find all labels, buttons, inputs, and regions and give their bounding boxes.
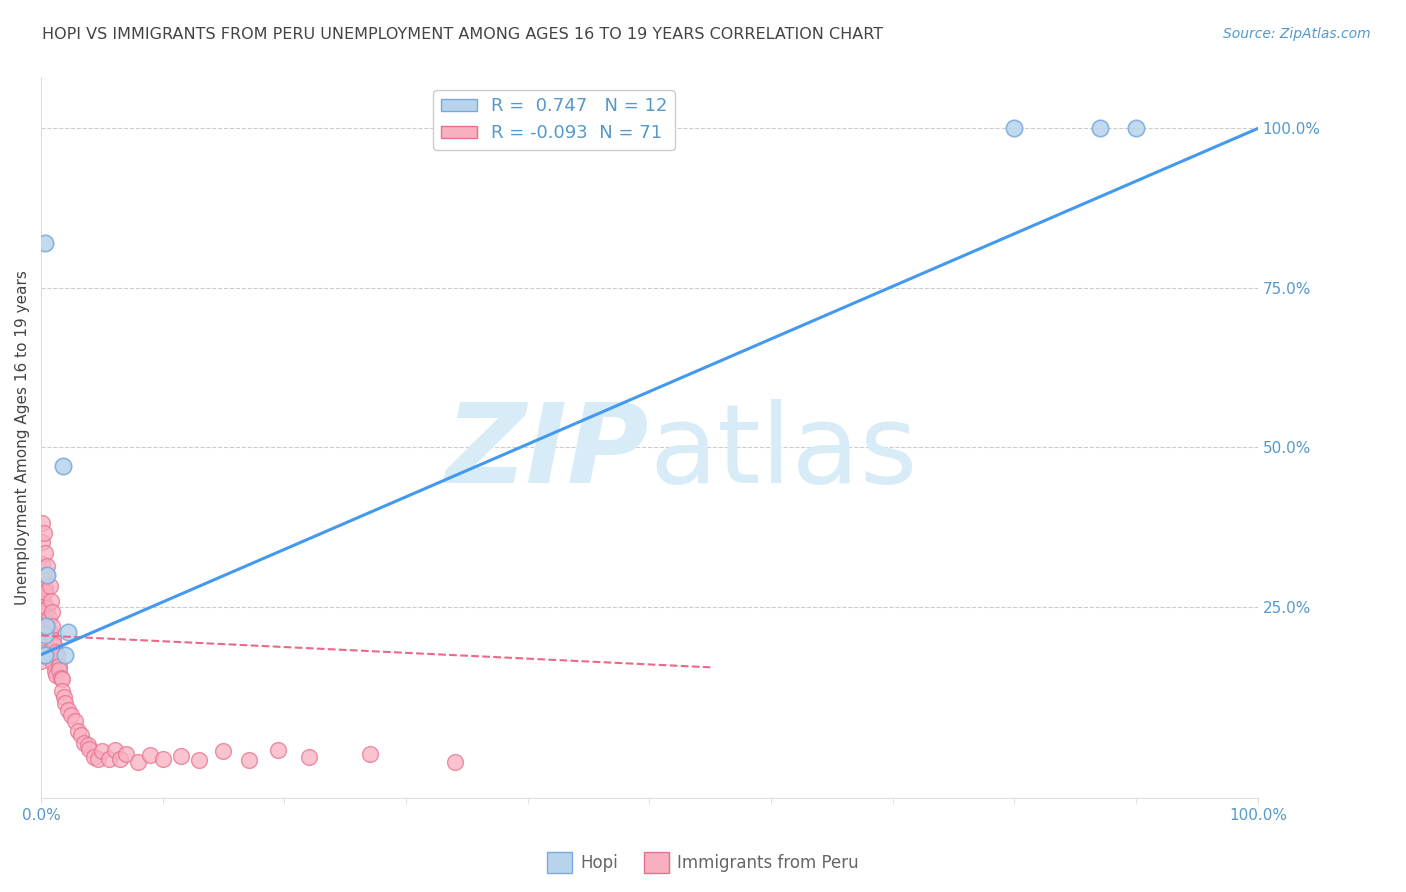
Point [52,459,75,474]
Point [51,672,73,686]
Text: atlas: atlas [650,399,918,506]
Point [56,703,79,717]
Point [52,690,75,704]
Point [39,641,62,656]
Point [86,752,108,766]
Point [127,755,149,769]
Point [66,724,89,739]
Point [41,605,63,619]
Point [30,606,52,620]
Point [238,753,260,767]
Point [98,752,121,766]
Point [31,557,53,571]
Point [1125,121,1147,136]
Point [45,649,67,664]
Point [32,648,55,662]
Point [83,750,105,764]
Y-axis label: Unemployment Among Ages 16 to 19 years: Unemployment Among Ages 16 to 19 years [15,270,30,605]
Point [37,567,59,582]
Point [91,744,114,758]
Point [30,654,52,668]
Point [31,535,53,549]
Point [139,747,162,762]
Point [45,645,67,659]
Point [35,558,58,573]
Point [45,668,67,682]
Point [41,648,63,662]
Point [444,756,467,770]
Point [32,571,55,585]
Point [35,619,58,633]
Point [359,747,381,761]
Point [32,526,55,541]
Point [60,707,83,722]
Point [104,743,127,757]
Point [34,581,56,595]
Point [34,236,56,251]
Point [169,748,191,763]
Point [31,627,53,641]
Point [152,752,174,766]
Text: ZIP: ZIP [446,399,650,506]
Point [34,546,56,560]
Legend: Hopi, Immigrants from Peru: Hopi, Immigrants from Peru [541,846,865,880]
Point [30,585,52,599]
Point [42,657,65,671]
Point [76,738,98,752]
Point [55,648,77,662]
Point [56,625,79,640]
Point [73,736,96,750]
Point [297,750,319,764]
Point [1004,121,1026,136]
Point [48,658,70,673]
Point [31,582,53,596]
Point [266,742,288,756]
Point [44,665,66,679]
Text: HOPI VS IMMIGRANTS FROM PERU UNEMPLOYMENT AMONG AGES 16 TO 19 YEARS CORRELATION : HOPI VS IMMIGRANTS FROM PERU UNEMPLOYMEN… [42,27,883,42]
Legend: R =  0.747   N = 12, R = -0.093  N = 71: R = 0.747 N = 12, R = -0.093 N = 71 [433,90,675,150]
Point [39,594,62,608]
Point [34,648,56,662]
Point [1088,121,1111,136]
Point [51,684,73,698]
Point [38,579,60,593]
Point [31,516,53,530]
Point [48,663,70,677]
Point [34,585,56,599]
Point [188,753,211,767]
Point [49,671,72,685]
Point [108,751,131,765]
Point [42,633,65,648]
Point [79,741,101,756]
Point [32,606,55,620]
Point [65,714,87,728]
Point [31,568,53,582]
Text: Source: ZipAtlas.com: Source: ZipAtlas.com [1223,27,1371,41]
Point [31,602,53,616]
Point [41,618,63,632]
Point [70,728,93,742]
Point [32,594,55,608]
Point [34,631,56,645]
Point [37,601,59,615]
Point [38,611,60,625]
Point [34,618,56,632]
Point [115,747,138,761]
Point [34,628,56,642]
Point [44,638,66,652]
Point [212,744,235,758]
Point [32,619,55,633]
Point [38,625,60,640]
Point [35,568,58,582]
Point [53,696,76,710]
